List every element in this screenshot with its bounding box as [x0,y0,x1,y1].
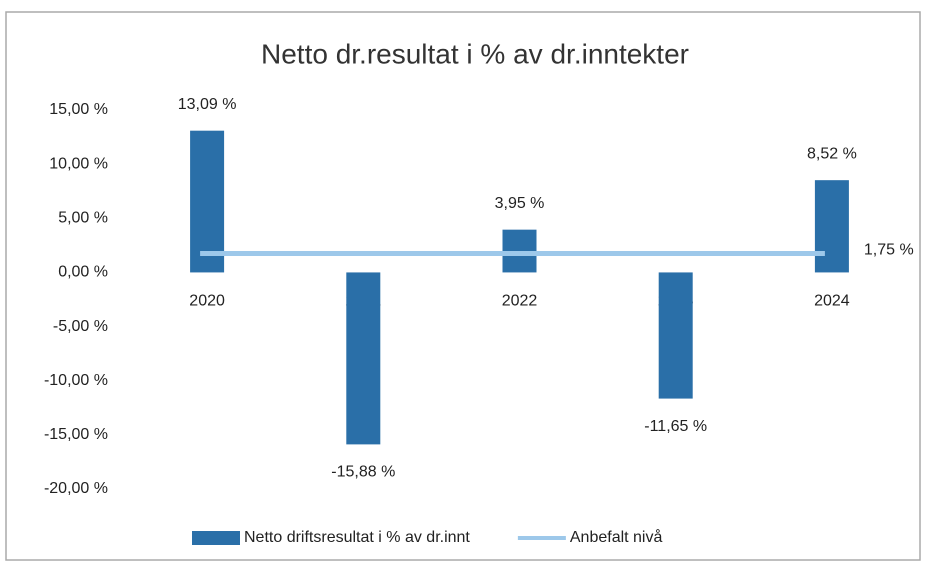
legend-label: Netto driftsresultat i % av dr.innt [244,529,470,546]
y-tick-label: 0,00 % [58,264,108,281]
bar [190,130,225,273]
y-tick-label: 15,00 % [49,101,108,118]
x-tick-label: 2020 [189,293,225,310]
x-tick-label: 2022 [502,293,538,310]
x-tick-label: 2024 [814,293,850,310]
data-label: 8,52 % [807,145,857,162]
y-tick-label: -20,00 % [44,480,108,497]
bar [814,180,849,273]
data-label: 1,75 % [864,242,914,259]
legend-label: Anbefalt nivå [570,528,663,546]
y-tick-label: -10,00 % [44,372,108,389]
bar [658,272,693,399]
data-label: 13,09 % [178,96,237,113]
data-label: 3,95 % [495,195,545,212]
y-tick-label: -5,00 % [53,318,108,335]
data-label: -11,65 % [644,418,707,435]
y-tick-label: 5,00 % [58,210,108,227]
chart-frame [5,11,921,561]
chart-title: Netto dr.resultat i % av dr.inntekter [261,38,689,69]
legend-swatch [192,531,240,545]
data-label: -15,88 % [331,464,395,481]
bar [346,272,381,445]
y-tick-label: 10,00 % [49,155,108,172]
y-tick-label: -15,00 % [44,426,108,443]
